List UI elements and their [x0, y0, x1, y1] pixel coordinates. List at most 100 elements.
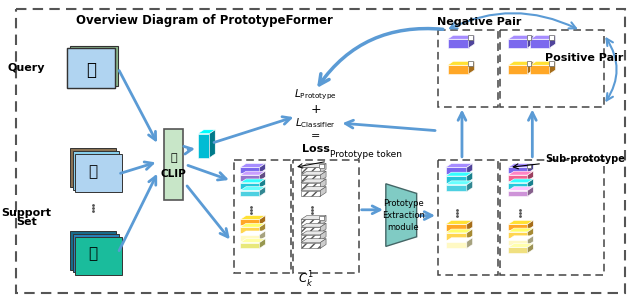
- Bar: [301, 227, 320, 233]
- Polygon shape: [508, 171, 533, 175]
- Bar: [67, 48, 115, 88]
- Bar: [234, 160, 291, 273]
- Polygon shape: [301, 179, 326, 183]
- Polygon shape: [240, 227, 260, 233]
- Polygon shape: [447, 65, 468, 74]
- Polygon shape: [445, 220, 472, 224]
- Polygon shape: [527, 61, 533, 74]
- Polygon shape: [240, 187, 266, 191]
- Polygon shape: [447, 61, 474, 65]
- Text: Query: Query: [8, 63, 45, 73]
- Polygon shape: [531, 65, 550, 74]
- Polygon shape: [320, 187, 326, 196]
- Text: 🐦: 🐦: [86, 61, 96, 79]
- Polygon shape: [240, 235, 260, 241]
- Bar: [301, 235, 320, 241]
- Polygon shape: [508, 61, 533, 65]
- Polygon shape: [445, 176, 467, 183]
- Polygon shape: [260, 187, 266, 196]
- Polygon shape: [445, 163, 472, 167]
- Polygon shape: [320, 179, 326, 188]
- Polygon shape: [508, 183, 527, 188]
- Polygon shape: [260, 223, 266, 233]
- Bar: [301, 191, 320, 196]
- Polygon shape: [508, 240, 527, 246]
- Polygon shape: [508, 167, 527, 173]
- Polygon shape: [445, 224, 467, 231]
- Polygon shape: [301, 216, 326, 220]
- Text: Prototype token: Prototype token: [298, 150, 402, 168]
- Polygon shape: [445, 238, 472, 242]
- Bar: [301, 220, 320, 225]
- Polygon shape: [240, 243, 260, 248]
- Polygon shape: [468, 35, 474, 48]
- Bar: [301, 175, 320, 181]
- Text: 🐦: 🐦: [88, 164, 97, 179]
- Polygon shape: [531, 35, 556, 39]
- Text: 🔒: 🔒: [170, 153, 177, 163]
- Polygon shape: [209, 130, 215, 158]
- Polygon shape: [508, 236, 533, 240]
- Bar: [438, 30, 498, 107]
- Polygon shape: [240, 191, 260, 196]
- Bar: [500, 160, 604, 275]
- Polygon shape: [240, 220, 260, 225]
- Bar: [468, 35, 472, 40]
- Polygon shape: [467, 229, 472, 240]
- Bar: [76, 237, 122, 275]
- Polygon shape: [508, 175, 527, 181]
- Polygon shape: [301, 239, 326, 243]
- Text: Positive Pair: Positive Pair: [545, 53, 623, 63]
- Polygon shape: [260, 163, 266, 173]
- Polygon shape: [320, 163, 326, 173]
- Polygon shape: [527, 179, 533, 188]
- Text: Negative Pair: Negative Pair: [437, 17, 522, 27]
- Polygon shape: [386, 184, 417, 246]
- Polygon shape: [531, 39, 550, 48]
- Polygon shape: [445, 172, 472, 176]
- Bar: [468, 61, 472, 66]
- Polygon shape: [447, 35, 474, 39]
- Polygon shape: [508, 163, 533, 167]
- Polygon shape: [445, 185, 467, 191]
- Bar: [301, 243, 320, 248]
- Polygon shape: [467, 172, 472, 183]
- Polygon shape: [260, 171, 266, 181]
- Text: $L_{\rm Classifier}$: $L_{\rm Classifier}$: [295, 116, 336, 130]
- Polygon shape: [508, 39, 527, 48]
- Polygon shape: [467, 238, 472, 248]
- Polygon shape: [527, 220, 533, 230]
- Polygon shape: [508, 232, 527, 238]
- Polygon shape: [240, 183, 260, 188]
- Bar: [301, 167, 320, 173]
- Polygon shape: [468, 61, 474, 74]
- FancyArrowPatch shape: [450, 13, 576, 28]
- Bar: [319, 163, 324, 168]
- Bar: [67, 48, 115, 88]
- Polygon shape: [445, 242, 467, 248]
- Text: Loss: Loss: [301, 144, 330, 154]
- Polygon shape: [240, 163, 266, 167]
- Polygon shape: [240, 239, 266, 243]
- Bar: [72, 151, 119, 190]
- Text: 🐟: 🐟: [88, 247, 97, 262]
- Polygon shape: [508, 65, 527, 74]
- Polygon shape: [508, 247, 527, 253]
- Polygon shape: [445, 167, 467, 174]
- Polygon shape: [260, 239, 266, 248]
- Polygon shape: [527, 35, 533, 48]
- Text: $L_{\rm Prototype}$: $L_{\rm Prototype}$: [294, 88, 337, 102]
- Bar: [527, 61, 531, 66]
- Polygon shape: [240, 216, 266, 220]
- Bar: [548, 35, 554, 40]
- Polygon shape: [198, 130, 215, 134]
- Bar: [500, 30, 604, 107]
- Bar: [438, 160, 498, 275]
- Polygon shape: [550, 61, 556, 74]
- Polygon shape: [301, 223, 326, 227]
- Bar: [72, 234, 119, 272]
- Polygon shape: [508, 220, 533, 224]
- Polygon shape: [320, 239, 326, 248]
- Text: $C_k^1$: $C_k^1$: [298, 270, 314, 290]
- Polygon shape: [320, 231, 326, 241]
